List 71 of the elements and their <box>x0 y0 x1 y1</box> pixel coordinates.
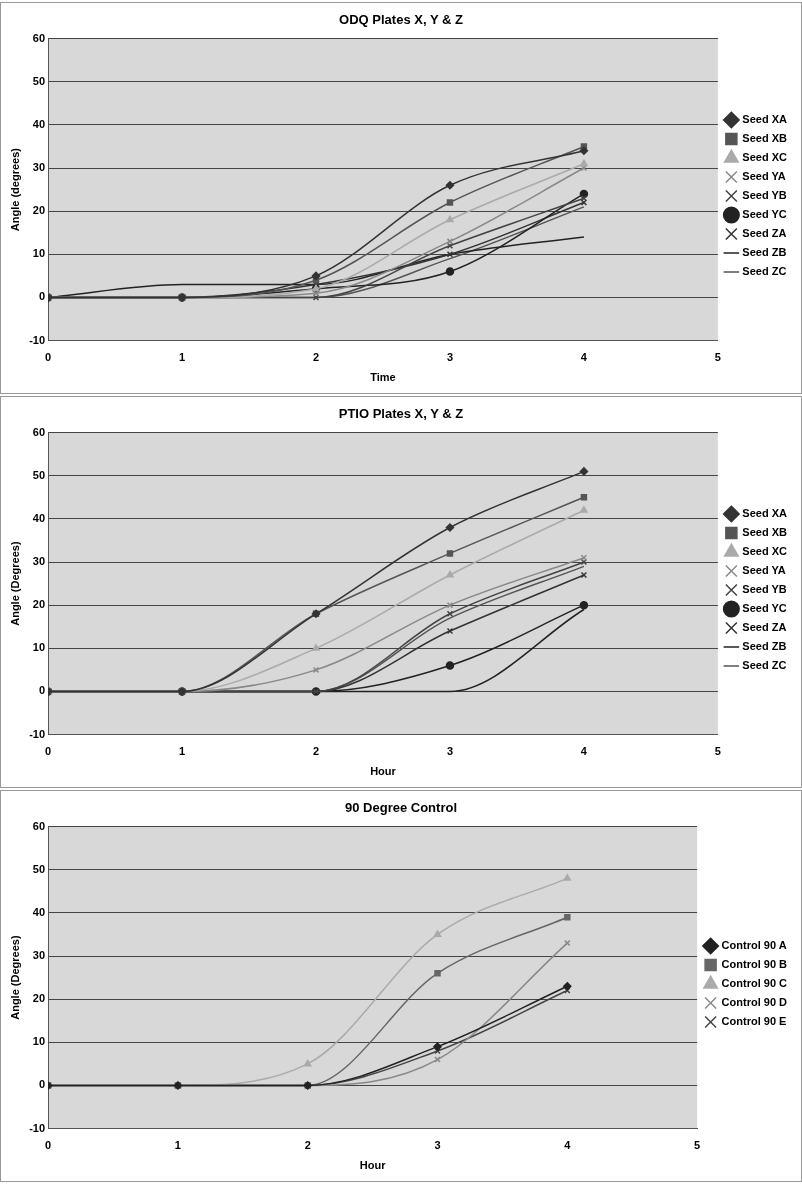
chart-title: PTIO Plates X, Y & Z <box>338 406 464 422</box>
legend-label: Control 90 C <box>721 977 788 990</box>
y-tick-label: 20 <box>32 598 46 611</box>
y-tick-label: 60 <box>32 425 46 438</box>
legend-label: Seed ZB <box>742 246 787 259</box>
x-tick-label: 4 <box>580 745 588 758</box>
x-tick-label: 5 <box>714 745 721 758</box>
legend-label: Control 90 E <box>721 1015 787 1028</box>
chart-title: 90 Degree Control <box>345 800 457 816</box>
x-tick-label: 3 <box>446 745 454 758</box>
y-tick-label: 10 <box>32 1035 46 1048</box>
y-tick-label: 60 <box>32 31 46 44</box>
legend-label: Seed ZA <box>742 227 787 240</box>
x-tick-label: 1 <box>178 351 186 364</box>
legend-label: Seed ZC <box>742 659 787 672</box>
y-tick-label: 30 <box>32 161 46 174</box>
legend-label: Seed YA <box>742 564 786 577</box>
y-axis-title: Angle (degrees) <box>8 147 21 232</box>
x-tick-label: 3 <box>446 351 454 364</box>
x-axis-title: Hour <box>359 1159 387 1172</box>
x-axis-title: Time <box>370 371 396 384</box>
x-tick-label: 5 <box>694 1139 701 1152</box>
y-tick-label: 40 <box>32 905 46 918</box>
x-tick-label: 1 <box>174 1139 181 1152</box>
x-tick-label: 2 <box>312 351 320 364</box>
y-tick-label: -10 <box>29 1121 46 1134</box>
legend-label: Seed XB <box>742 132 788 145</box>
legend-label: Seed YB <box>742 189 787 202</box>
y-tick-label: 0 <box>38 684 46 697</box>
legend-label: Seed ZA <box>742 621 787 634</box>
y-axis-title: Angle (Degrees) <box>8 935 21 1020</box>
y-tick-label: 30 <box>32 555 46 568</box>
y-axis-title: Angle (Degrees) <box>8 541 21 626</box>
y-tick-label: 60 <box>32 819 46 832</box>
legend-label: Seed YA <box>742 170 786 183</box>
legend-label: Seed XA <box>742 507 788 520</box>
y-tick-label: 40 <box>32 117 46 130</box>
y-tick-label: 50 <box>32 468 46 481</box>
y-tick-label: 0 <box>38 1078 46 1091</box>
x-tick-label: 5 <box>714 351 721 364</box>
legend-label: Control 90 D <box>721 996 788 1009</box>
legend-label: Control 90 B <box>721 958 788 971</box>
y-tick-label: 20 <box>32 204 46 217</box>
legend-label: Seed XC <box>742 545 788 558</box>
y-tick-label: 40 <box>32 511 46 524</box>
legend-label: Seed ZB <box>742 640 787 653</box>
x-tick-label: 1 <box>178 745 186 758</box>
legend-label: Seed XA <box>742 113 788 126</box>
y-tick-label: -10 <box>29 333 46 346</box>
legend-label: Seed YC <box>742 602 787 615</box>
y-tick-label: 0 <box>38 290 46 303</box>
y-tick-label: 10 <box>32 247 46 260</box>
legend-label: Seed YC <box>742 208 787 221</box>
legend-label: Seed ZC <box>742 265 787 278</box>
y-tick-label: 10 <box>32 641 46 654</box>
legend-label: Seed XB <box>742 526 788 539</box>
legend-label: Seed YB <box>742 583 787 596</box>
x-tick-label: 4 <box>580 351 588 364</box>
y-tick-label: 30 <box>32 949 46 962</box>
x-tick-label: 2 <box>312 745 320 758</box>
legend-label: Seed XC <box>742 151 788 164</box>
y-tick-label: 50 <box>32 74 46 87</box>
y-tick-label: 50 <box>32 862 46 875</box>
y-tick-label: -10 <box>29 727 46 740</box>
x-axis-title: Hour <box>370 765 397 778</box>
x-tick-label: 4 <box>564 1139 572 1152</box>
y-tick-label: 20 <box>32 992 46 1005</box>
x-tick-label: 3 <box>434 1139 441 1152</box>
legend-label: Control 90 A <box>721 939 787 952</box>
chart-title: ODQ Plates X, Y & Z <box>339 12 463 28</box>
x-tick-label: 2 <box>304 1139 311 1152</box>
